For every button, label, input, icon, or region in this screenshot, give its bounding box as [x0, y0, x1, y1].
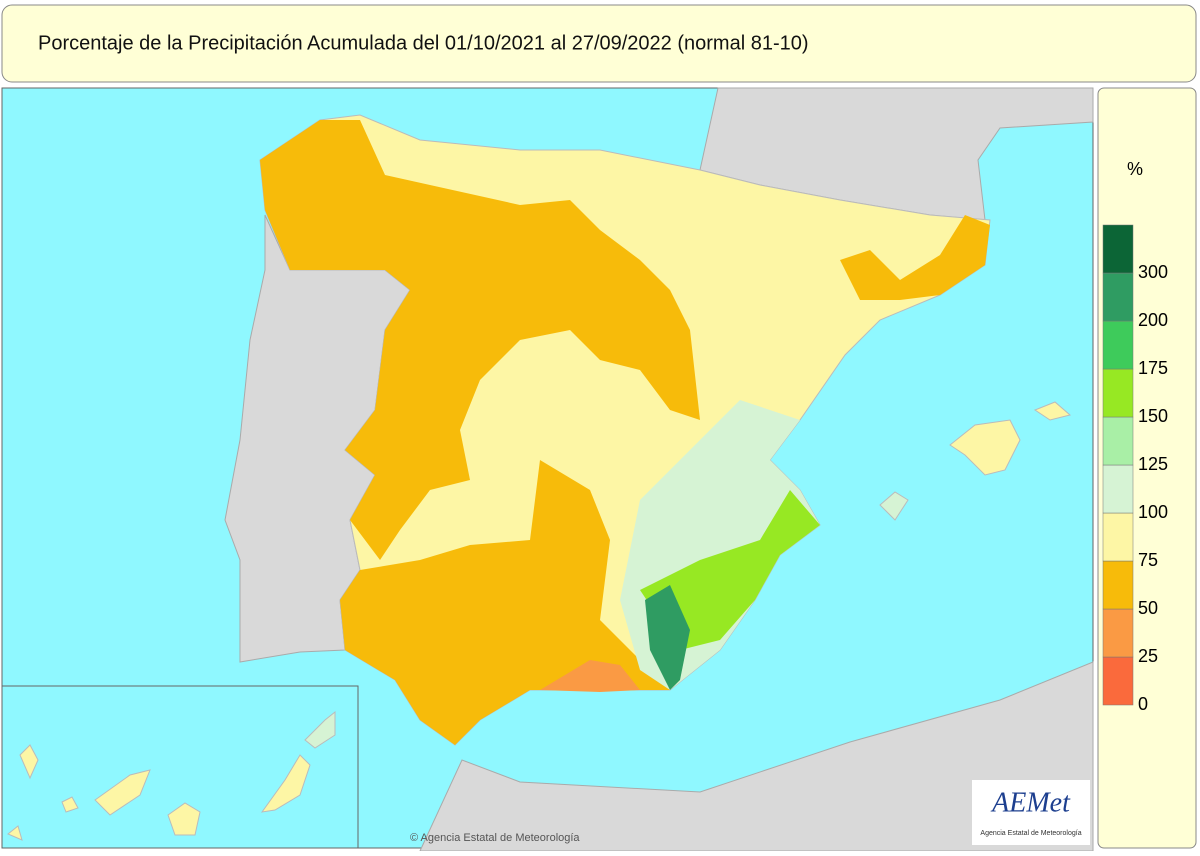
- legend: % 0 25 50 75 100 125 150 175 200 300: [1097, 87, 1197, 849]
- legend-swatch: [1102, 560, 1134, 610]
- africa: [419, 661, 1094, 852]
- legend-label: 100: [1138, 502, 1168, 522]
- legend-label: 150: [1138, 406, 1168, 426]
- logo-name: AEMet: [990, 787, 1071, 818]
- ibiza: [879, 491, 909, 521]
- wettest-murcia: [645, 585, 690, 690]
- legend-label: 25: [1138, 646, 1158, 666]
- menorca: [1033, 401, 1072, 421]
- la-palma: [19, 744, 39, 780]
- logo-box: [972, 780, 1090, 845]
- legend-label: 50: [1138, 598, 1158, 618]
- legend-swatch: [1102, 224, 1134, 274]
- tenerife: [94, 769, 151, 816]
- copyright: © Agencia Estatal de Meteorología: [410, 832, 580, 844]
- la-gomera: [61, 796, 79, 813]
- legend-label: 300: [1138, 262, 1168, 282]
- legend-swatch: [1102, 656, 1134, 706]
- legend-swatch: [1102, 608, 1134, 658]
- title-box: [1, 4, 1197, 83]
- mallorca: [949, 419, 1021, 476]
- legend-label: 175: [1138, 358, 1168, 378]
- legend-label: 0: [1138, 694, 1148, 714]
- legend-label: 125: [1138, 454, 1168, 474]
- legend-swatch: [1102, 416, 1134, 466]
- legend-swatch: [1102, 272, 1134, 322]
- very-dry-malaga: [540, 660, 640, 692]
- legend-label: 200: [1138, 310, 1168, 330]
- logo-subtitle: Agencia Estatal de Meteorología: [980, 830, 1081, 837]
- legend-swatch: [1102, 512, 1134, 562]
- legend-swatch: [1102, 464, 1134, 514]
- gran-canaria: [167, 802, 201, 836]
- fuerteventura: [260, 754, 311, 813]
- wetter-east: [640, 490, 820, 650]
- legend-swatch: [1102, 320, 1134, 370]
- dry-northwest: [260, 120, 700, 560]
- el-hierro: [7, 825, 23, 841]
- legend-swatch: [1102, 368, 1134, 418]
- canarias-inset: [1, 685, 359, 849]
- lanzarote: [304, 710, 336, 749]
- legend-unit: %: [1127, 159, 1143, 179]
- title: Porcentaje de la Precipitación Acumulada…: [38, 32, 809, 54]
- map: © Agencia Estatal de Meteorología AEMet …: [1, 87, 1094, 852]
- dry-catalonia: [840, 215, 990, 300]
- legend-label: 75: [1138, 550, 1158, 570]
